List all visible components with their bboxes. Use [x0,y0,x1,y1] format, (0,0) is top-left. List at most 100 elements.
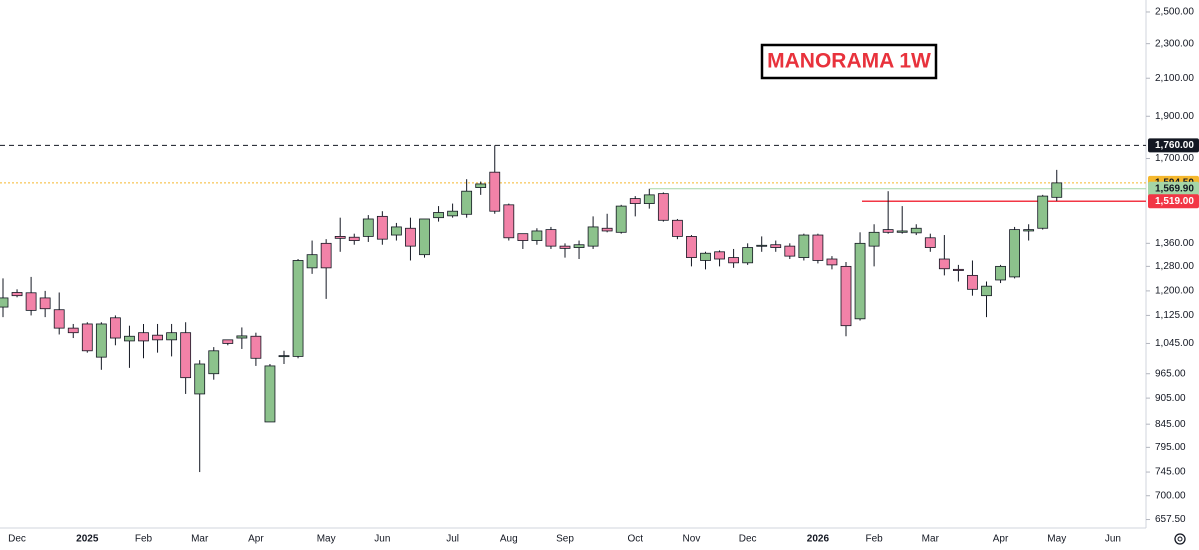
candle-body [938,258,950,270]
x-tick-label: Jul [446,534,459,545]
candle-body [756,244,768,247]
x-tick-label: Mar [922,534,940,545]
candle-body [95,323,107,358]
candle-body [728,257,739,264]
candle-body [672,219,683,237]
candle-body [1023,229,1035,232]
x-tick-label: Jun [1105,534,1121,545]
candle-body [152,334,163,341]
candle-body [376,215,388,240]
candle-body [798,234,810,258]
y-tick-label: 745.00 [1155,467,1186,478]
candle-body [629,198,641,204]
candle-body [517,233,529,241]
price-label-box [1148,138,1199,153]
gear[interactable] [1174,533,1186,545]
x-tick-label: Nov [683,534,701,545]
x-tick-label: Feb [135,534,153,545]
chart-title: MANORAMA 1W [767,50,931,73]
x-tick-label: Mar [191,534,209,545]
candle-body [67,327,79,334]
price-label-box [1148,194,1199,209]
candle-body [236,335,248,339]
candle-body [208,350,220,375]
x-tick-label: Dec [8,534,26,545]
candle-body [981,285,992,297]
candle-body [643,194,655,204]
y-tick-label: 1,125.00 [1155,310,1194,321]
y-tick-label: 845.00 [1155,419,1186,430]
y-tick-label: 1,045.00 [1155,338,1194,349]
candle-body [320,242,332,269]
candle-body [587,226,599,247]
x-tick-label: May [1047,534,1066,545]
y-tick-label: 2,500.00 [1155,7,1194,18]
x-tick-label: 2026 [807,534,830,545]
y-tick-label: 2,100.00 [1155,73,1194,84]
y-tick-label: 965.00 [1155,368,1186,379]
candle-body [348,236,360,241]
candle-body [615,205,627,233]
y-tick-label: 1,360.00 [1155,238,1194,249]
candle-body [1051,182,1063,198]
price-label-box [1148,181,1199,196]
candle-body [419,218,430,256]
candle-body [489,171,501,212]
y-tick-label: 1,200.00 [1155,286,1194,297]
candle-body [264,365,276,423]
candle-body [433,212,444,219]
candle-body [334,236,346,239]
x-tick-label: 2025 [76,534,99,545]
candle-body [110,317,121,339]
y-tick-label: 1,280.00 [1155,261,1194,272]
price-label: 1,519.00 [1155,196,1194,207]
candle-body [0,297,9,308]
y-tick-label: 700.00 [1155,490,1186,501]
candle-body [222,339,234,344]
candle-body [742,247,754,264]
y-tick-label: 1,900.00 [1155,111,1194,122]
candle-body [714,251,725,260]
candle-body [1009,229,1020,278]
candle-body [924,237,936,248]
x-tick-label: Aug [500,534,518,545]
candle-body [39,297,51,310]
title-box [760,43,938,80]
candle-body [124,335,135,342]
candle-body [840,265,852,327]
x-tick-label: Apr [248,534,264,545]
gear-center[interactable] [1177,536,1183,542]
candle-body [405,227,416,247]
candle-body [25,292,37,311]
y-tick-label: 905.00 [1155,393,1186,404]
candle-body [180,332,192,379]
candle-body [868,231,880,247]
candle-body [910,227,922,234]
candle-body [812,234,824,261]
candle-body [475,183,487,188]
y-tick-label: 795.00 [1155,442,1186,453]
price-label: 1,569.90 [1155,183,1194,194]
candle-body [503,204,515,239]
candle-body [896,230,908,233]
price-label: 1,760.00 [1155,140,1194,151]
candle-body [601,227,613,232]
candle-body [81,323,93,352]
candle-body [250,335,262,359]
candle-body [967,274,978,290]
settings-icon[interactable] [1174,533,1186,545]
candle-body [11,292,23,297]
candle-body [194,363,206,395]
x-tick-label: Apr [993,534,1009,545]
candle-body [573,244,585,248]
candle-body [306,254,318,269]
candle-body [292,260,304,357]
candle-body [1037,195,1049,229]
candle-body [882,229,894,233]
candle-body [278,355,290,358]
candle-body [447,210,459,217]
x-tick-label: Sep [556,534,574,545]
candle-body [559,245,571,249]
candle-body [686,236,697,258]
